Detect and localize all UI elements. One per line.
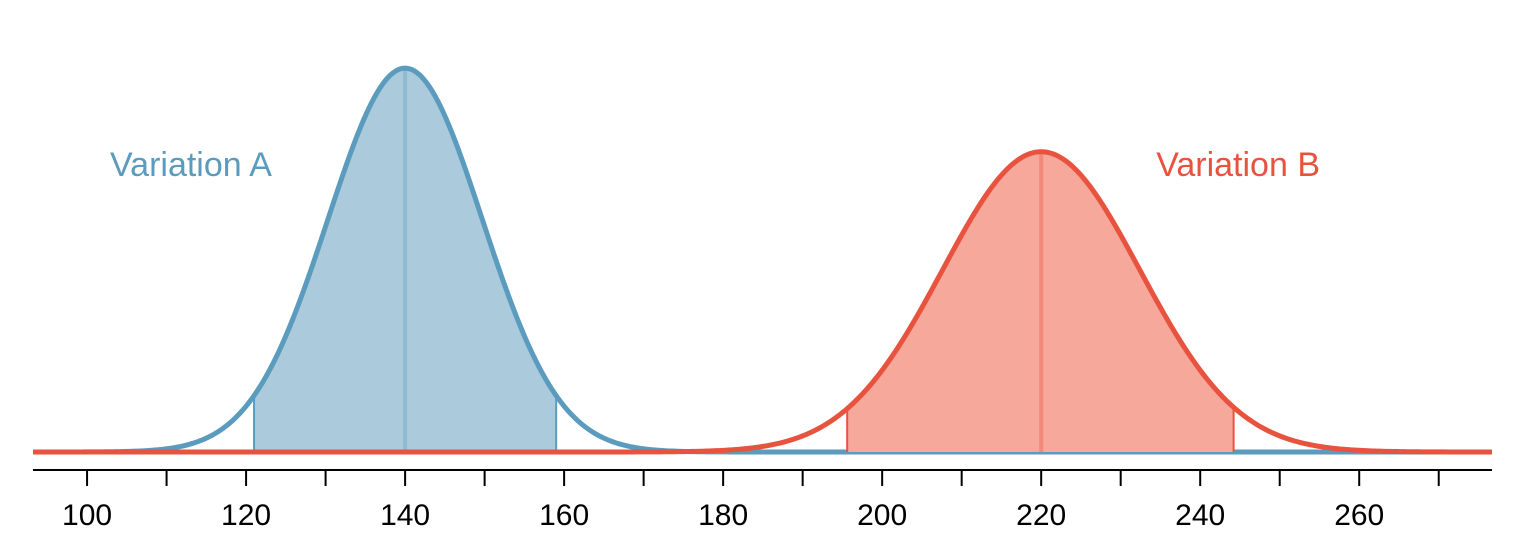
x-tick-label: 120 [221, 499, 271, 532]
x-tick-label: 220 [1016, 499, 1066, 532]
x-tick-label: 160 [539, 499, 589, 532]
shaded-interval [254, 68, 557, 453]
series-label: Variation A [110, 146, 272, 184]
x-tick-label: 260 [1334, 499, 1384, 532]
x-tick-label: 140 [380, 499, 430, 532]
density-curve [33, 149, 1493, 455]
x-tick-label: 200 [857, 499, 907, 532]
x-tick-label: 180 [698, 499, 748, 532]
x-tick-label: 240 [1175, 499, 1225, 532]
series-label: Variation B [1156, 146, 1320, 184]
shaded-interval [847, 151, 1234, 452]
x-tick-label: 100 [62, 499, 112, 532]
density-curve [32, 65, 1492, 455]
